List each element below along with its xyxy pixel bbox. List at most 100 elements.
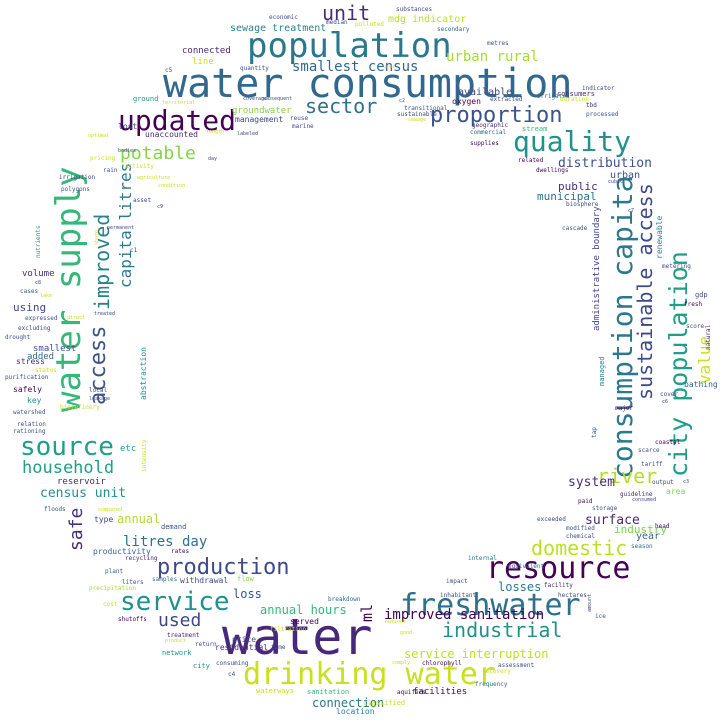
word-c6: c6 (662, 399, 669, 405)
word-median: median (326, 19, 348, 26)
word-transitional: transitional (404, 105, 448, 112)
word-duration: duration (560, 96, 589, 103)
word-cascade: cascade (562, 225, 588, 232)
word-price: price (232, 635, 257, 644)
word-mdg-indicator: mdg indicator (388, 14, 467, 25)
word-agriculture: agriculture (137, 175, 171, 181)
word-bathing: bathing (684, 380, 718, 389)
word-ground: ground (133, 95, 159, 103)
word-recovery: recovery (482, 668, 511, 675)
word-tap: tap (591, 427, 598, 438)
word-amount: amount (587, 593, 593, 612)
word-sewage: sewage (408, 117, 427, 123)
word-abstraction: abstraction (139, 347, 148, 400)
word-nutrients: nutrients (35, 225, 42, 258)
word-chemical: chemical (566, 533, 595, 540)
word-service: service (120, 587, 230, 617)
word-annual: annual (117, 512, 161, 526)
word-administrative-boundary: administrative boundary (592, 206, 602, 331)
word-compared: compared (98, 507, 123, 513)
word-consumed: consumed (632, 497, 657, 503)
word-secondary: secondary (437, 26, 470, 33)
word-ice: ice (595, 613, 606, 620)
word-season: season (631, 543, 653, 550)
word-relation: relation (17, 421, 46, 428)
word-excluding: excluding (18, 325, 51, 332)
word-municipal: municipal (537, 190, 597, 203)
word-resource: resource (486, 551, 631, 586)
word-product: product (165, 638, 187, 644)
word-area: area (666, 487, 686, 496)
word-water: water (222, 608, 373, 666)
word-line: line (192, 57, 214, 67)
word-head: head (655, 523, 670, 530)
word-assessment: assessment (498, 662, 535, 669)
word-withdrawal: withdrawal (180, 576, 229, 585)
word-extracted: extracted (490, 96, 523, 103)
word-biosphere: biosphere (566, 201, 599, 208)
word-breakdown: breakdown (328, 596, 361, 603)
word-permanent: permanent (107, 225, 135, 231)
word-metering: metering (662, 263, 691, 270)
word-demand: demand (161, 523, 187, 531)
word-annual-hours: annual hours (260, 603, 347, 617)
word-connected: connected (182, 46, 231, 56)
word-connection: connection (312, 696, 385, 710)
word-potable: potable (120, 143, 196, 164)
word-surface: surface (585, 513, 640, 528)
word-safe: safe (66, 507, 87, 551)
word-status: status (35, 367, 57, 374)
word-c5: c5 (165, 67, 173, 74)
word-filtration: filtration (270, 626, 307, 633)
word-reservoir: reservoir (57, 477, 106, 487)
word-equivalent: equivalent (508, 563, 545, 570)
word-frequency: frequency (475, 681, 508, 688)
word-cover: cover (660, 391, 679, 398)
word-supplies: supplies (470, 140, 499, 147)
word-c7: c7 (628, 208, 635, 214)
word-c9: c9 (157, 204, 164, 210)
word-quantity: quantity (240, 65, 269, 72)
word-industry: industry (614, 523, 667, 536)
word-flow: flow (237, 575, 254, 583)
word-cost: cost (103, 601, 118, 608)
word-coverage: coverage (243, 96, 268, 102)
word-sanitation: sanitation (307, 688, 350, 696)
word-available: available (458, 87, 513, 98)
word-recycling: recycling (125, 555, 158, 562)
word-exceeded: exceeded (537, 516, 566, 523)
word-managed: managed (598, 356, 606, 386)
word-major: major (615, 405, 634, 412)
word-commercial: commercial (470, 129, 507, 136)
word-used: used (158, 610, 202, 631)
word-c1: c1 (130, 247, 138, 254)
word-treated: treated (94, 311, 116, 317)
word-ml: ml (358, 603, 376, 622)
word-lost: lost (118, 122, 138, 131)
word-indicator: indicator (582, 85, 615, 92)
word-groundwater: groundwater (232, 106, 292, 116)
word-fresh: fresh (684, 301, 703, 308)
word-bodies: bodies (118, 148, 137, 154)
word-guideline: guideline (620, 491, 653, 498)
word-samples: samples (152, 576, 178, 583)
word-source: source (20, 432, 114, 462)
word-pricing: pricing (90, 155, 116, 162)
word-aquifers: aquifers (397, 689, 426, 696)
word-comply: comply (392, 660, 411, 666)
word-rain: rain (103, 167, 118, 174)
word-c2: c2 (399, 98, 406, 104)
word-domestic: domestic (531, 536, 628, 560)
word-precipitation: precipitation (89, 585, 136, 592)
word-sewage-treatment: sewage treatment (230, 23, 327, 34)
word-unit: unit (322, 1, 371, 25)
word-litres-day: litres day (123, 534, 208, 550)
word-smallest-census: smallest census (292, 59, 419, 75)
word-drought: drought (5, 334, 31, 341)
word-economic: economic (269, 14, 298, 21)
word-proportion: proportion (430, 103, 563, 128)
word-length: length (206, 129, 225, 135)
word-dwellings: dwellings (536, 167, 569, 174)
word-river: river (597, 464, 658, 488)
word-c8: c8 (35, 280, 42, 286)
